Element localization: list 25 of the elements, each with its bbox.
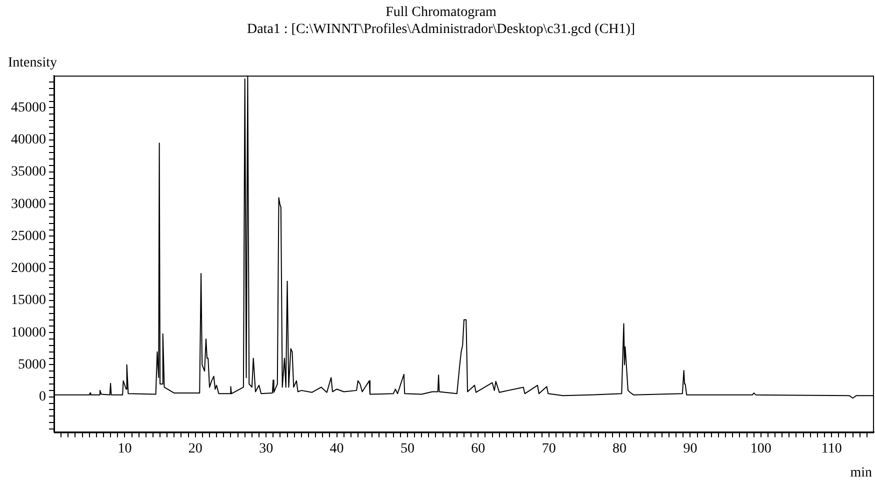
x-tick-label: 90 [683, 441, 698, 456]
y-tick-label: 35000 [11, 164, 46, 180]
x-tick-label: 80 [612, 441, 627, 456]
x-tick-label: 40 [330, 441, 344, 456]
x-tick-label: 20 [188, 441, 202, 456]
y-tick-label: 40000 [11, 132, 46, 148]
y-tick-label: 0 [39, 390, 46, 405]
chart-subtitle: Data1 : [C:\WINNT\Profiles\Administrador\Desktop\c31.gcd (CH1)] [246, 22, 636, 37]
x-tick-label: 10 [118, 441, 132, 456]
y-tick-label: 15000 [11, 293, 46, 308]
y-tick-label: 25000 [11, 228, 46, 244]
x-tick-label: 70 [542, 441, 556, 456]
x-tick-label: 30 [259, 441, 274, 456]
chart-title: Full Chromatogram [386, 5, 497, 20]
x-tick-label: 100 [750, 441, 772, 456]
y-axis-title: Intensity [8, 55, 57, 70]
y-tick-label: 10000 [11, 325, 46, 340]
x-tick-label: 50 [400, 441, 414, 456]
y-tick-label: 5000 [18, 357, 46, 372]
y-tick-label: 45000 [11, 100, 46, 116]
y-tick-label: 20000 [11, 261, 46, 276]
y-tick-label: 30000 [11, 196, 46, 212]
x-tick-label: 60 [471, 441, 486, 456]
x-tick-label: 110 [821, 441, 842, 456]
x-axis-title: min [850, 466, 872, 481]
